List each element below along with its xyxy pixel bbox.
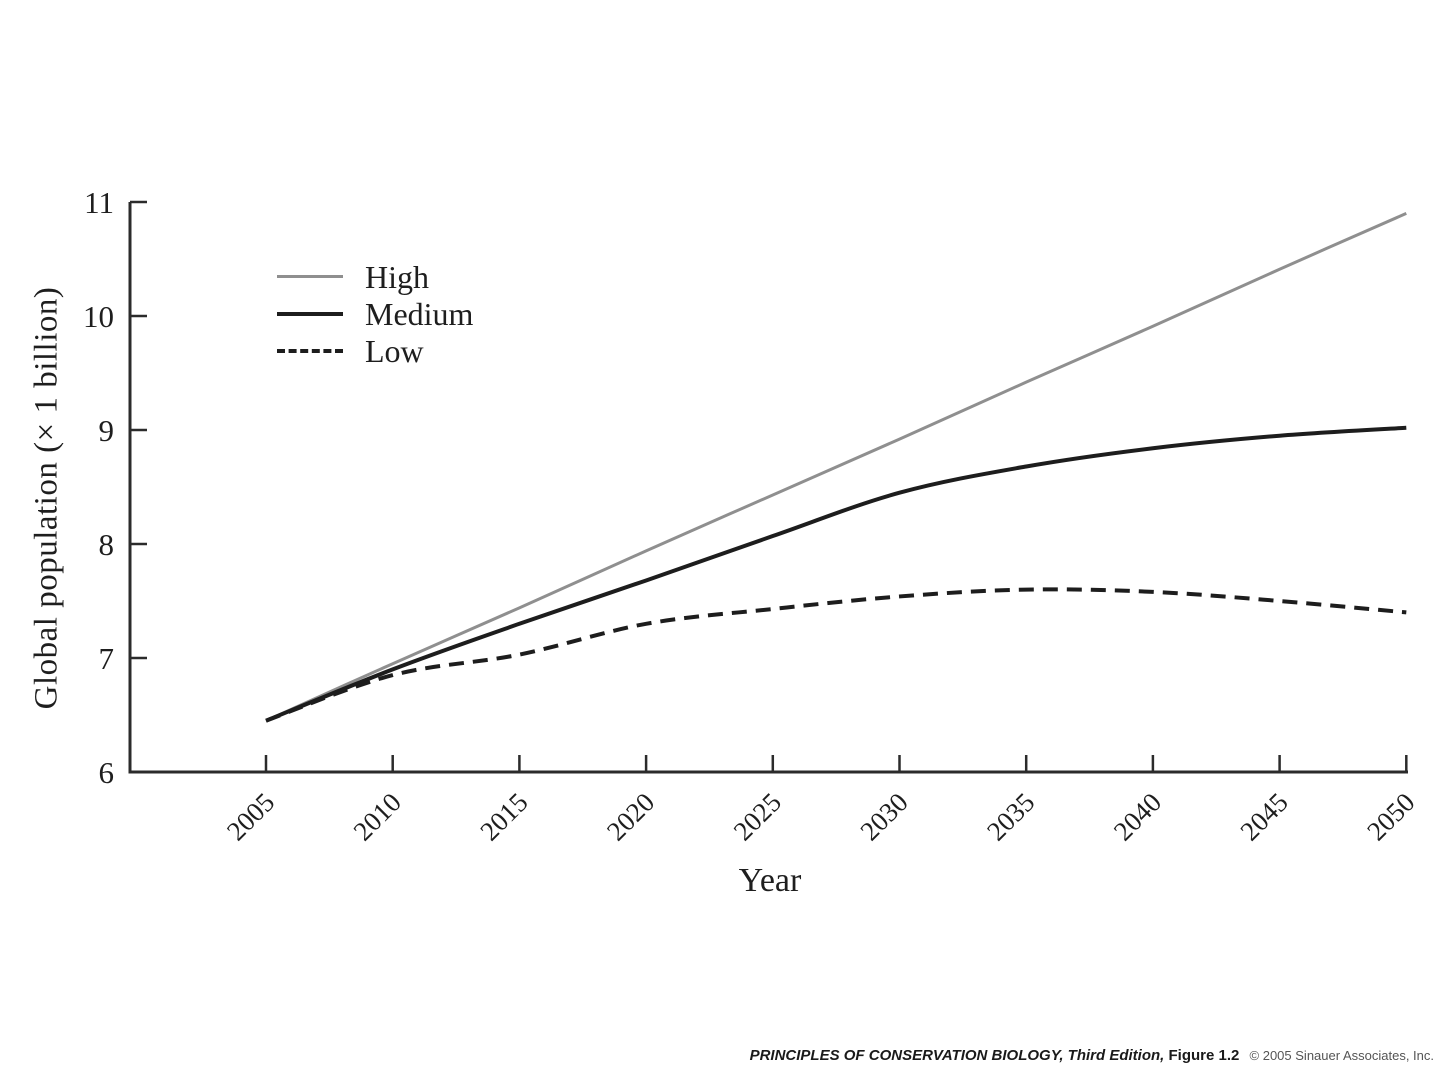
- legend-item-high: High: [277, 258, 473, 295]
- x-tick-label: 2015: [474, 787, 533, 846]
- legend-swatch-medium-line: [277, 311, 343, 316]
- legend-swatch-high-line: [277, 275, 343, 278]
- legend-swatch-low-line: [277, 348, 343, 353]
- figure-credit: PRINCIPLES OF CONSERVATION BIOLOGY, Thir…: [750, 1047, 1434, 1064]
- y-tick-label: 6: [99, 755, 115, 790]
- x-tick-label: 2040: [1108, 787, 1167, 846]
- x-tick-label: 2050: [1361, 787, 1420, 846]
- y-tick-label: 8: [99, 527, 115, 562]
- x-tick-label: 2025: [728, 787, 787, 846]
- legend-label-low: Low: [365, 332, 424, 369]
- x-tick-label: 2035: [981, 787, 1040, 846]
- x-tick-label: 2045: [1234, 787, 1293, 846]
- series-line-high: [265, 212, 1407, 723]
- y-tick-label: 9: [99, 413, 115, 448]
- credit-copyright: © 2005 Sinauer Associates, Inc.: [1249, 1048, 1434, 1063]
- credit-source: PRINCIPLES OF CONSERVATION BIOLOGY, Thir…: [749, 1047, 1165, 1064]
- legend-label-medium: Medium: [365, 295, 474, 332]
- x-tick-label: 2020: [601, 787, 660, 846]
- y-tick-label: 10: [83, 299, 114, 334]
- legend-label-high: High: [365, 258, 429, 295]
- y-axis-title: Global population (× 1 billion): [28, 286, 65, 710]
- x-axis-title: Year: [738, 862, 802, 899]
- legend-item-medium: Medium: [277, 295, 473, 332]
- legend-item-low: Low: [277, 332, 473, 369]
- axes: [128, 202, 1408, 774]
- x-tick-label: 2030: [854, 787, 913, 846]
- y-tick-label: 11: [84, 185, 114, 220]
- y-tick-label: 7: [99, 641, 115, 676]
- series-line-low: [265, 587, 1407, 723]
- x-tick-label: 2010: [348, 787, 407, 846]
- chart-legend: High Medium Low: [277, 258, 473, 369]
- x-tick-label: 2005: [221, 787, 280, 846]
- series-line-medium: [265, 425, 1407, 723]
- credit-figure-number: Figure 1.2: [1168, 1047, 1240, 1064]
